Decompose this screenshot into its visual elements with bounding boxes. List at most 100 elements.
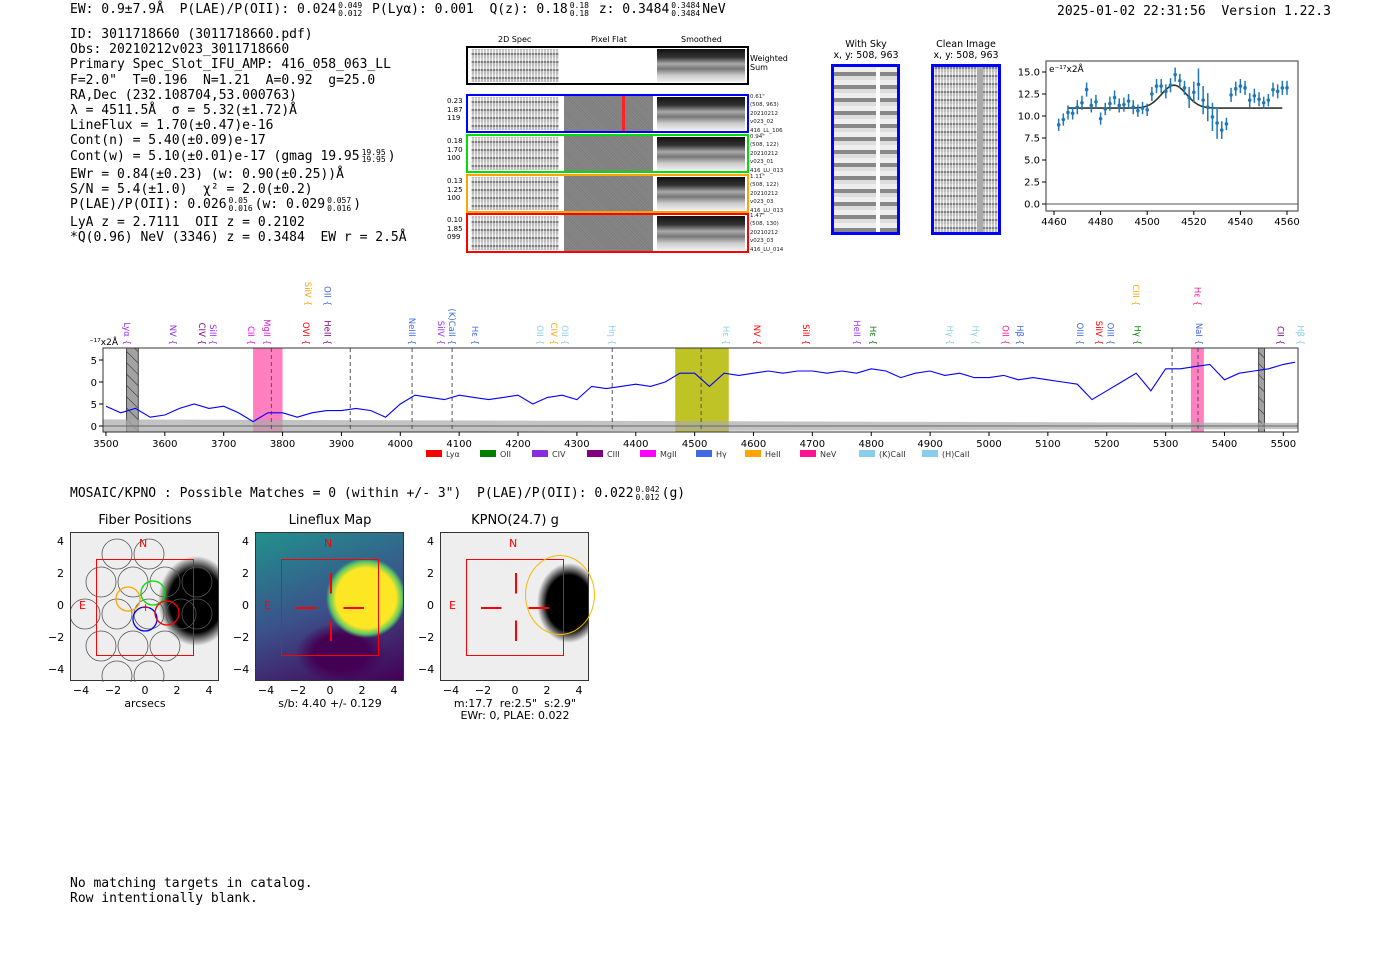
data-point bbox=[1126, 99, 1131, 103]
x-tick-label: 4520 bbox=[1181, 217, 1206, 228]
legend-label: HeII bbox=[765, 450, 781, 459]
emission-line-label: Hβ { bbox=[1294, 325, 1304, 345]
fiber-circle bbox=[149, 630, 181, 662]
y-tick-label: 2 bbox=[427, 567, 434, 580]
cutout-row-stats: 0.18 1.70 100 bbox=[447, 137, 463, 162]
legend-label: NeV bbox=[820, 450, 837, 459]
cutout-pixel-flat bbox=[564, 176, 653, 211]
x-tick-label: 4500 bbox=[1134, 217, 1159, 228]
data-point bbox=[1080, 101, 1084, 105]
plot-frame bbox=[102, 347, 1299, 433]
emission-line-label: NaI { bbox=[1193, 323, 1203, 345]
contw-lo: 19.95 bbox=[361, 155, 386, 165]
x-tick-label: 2 bbox=[358, 684, 366, 697]
legend-label: Hγ bbox=[716, 450, 727, 459]
emission-line-label: Hγ { bbox=[970, 325, 980, 345]
x-tick-label: 5300 bbox=[1153, 439, 1178, 450]
emission-line-label: CIV { bbox=[196, 323, 206, 345]
info-plae: P(LAE)/P(OII): 0.026 0.05 0.016 (w: 0.029 0.… bbox=[70, 197, 407, 215]
info-params: F=2.0" T=0.196 N=1.21 A=0.92 g=25.0 bbox=[70, 72, 376, 88]
y-tick-label: 15 bbox=[90, 356, 97, 367]
timestamp-version: 2025-01-02 22:31:56 Version 1.22.3 bbox=[1057, 4, 1331, 19]
emission-line-label: HeII { bbox=[851, 320, 861, 345]
data-point bbox=[1159, 84, 1163, 88]
cutout-row-info: 0.61" (508, 963) 20210212 v023_02 416_LL… bbox=[750, 94, 783, 134]
footer-notes: No matching targets in catalog. Row inte… bbox=[70, 876, 313, 906]
hatch-overlay bbox=[1258, 348, 1265, 432]
crosshair-v bbox=[515, 573, 517, 641]
data-point bbox=[1094, 100, 1098, 104]
cutout-row-stats: 0.13 1.25 100 bbox=[447, 177, 463, 202]
y-tick-label: 4 bbox=[427, 535, 434, 548]
data-point bbox=[1122, 102, 1126, 107]
plae2-hi: 0.05 bbox=[228, 196, 248, 206]
data-point bbox=[1271, 87, 1275, 92]
emission-line-label: NeIII { bbox=[406, 318, 416, 345]
plya-text: P(Lyα): 0.001 bbox=[372, 2, 474, 17]
fiber-circle bbox=[117, 566, 149, 598]
fiber-circle bbox=[101, 660, 133, 682]
info-ewr: EWr = 0.84(±0.23) (w: 0.90(±0.25))Å bbox=[70, 166, 344, 182]
emission-line-label: SiII { bbox=[207, 324, 217, 345]
data-point bbox=[1247, 98, 1252, 102]
weighted-smoothed bbox=[657, 49, 745, 82]
data-point bbox=[1285, 86, 1289, 90]
east-label: E bbox=[264, 599, 271, 612]
plot-frame bbox=[1045, 60, 1299, 212]
x-tick-label: 4000 bbox=[388, 439, 413, 450]
legend-label: (K)CaII bbox=[879, 450, 906, 459]
cutout-row-stats: 0.10 1.85 099 bbox=[447, 216, 463, 241]
fiber-circle bbox=[85, 566, 117, 598]
x-tick-label: 4 bbox=[390, 684, 398, 697]
crosshair-v bbox=[330, 573, 332, 641]
cutout-row bbox=[466, 94, 749, 133]
emission-line-label: Hβ { bbox=[1014, 325, 1024, 345]
y-tick-label: 4 bbox=[242, 535, 249, 548]
y-tick-label: 2.5 bbox=[1024, 178, 1040, 189]
legend-swatch bbox=[426, 450, 442, 457]
contw-hi: 19.95 bbox=[361, 147, 386, 157]
data-point bbox=[1140, 106, 1145, 110]
summary-line: EW: 0.9±7.9Å P(LAE)/P(OII): 0.024 0.049 0.… bbox=[70, 2, 726, 17]
x-tick-label: 4200 bbox=[505, 439, 530, 450]
data-point bbox=[1112, 95, 1117, 100]
data-point bbox=[1210, 115, 1215, 119]
x-tick-label: 5200 bbox=[1094, 439, 1119, 450]
x-tick-label: 3600 bbox=[152, 439, 177, 450]
emission-line-label: SiIV { bbox=[435, 321, 445, 345]
x-tick-label: 3800 bbox=[270, 439, 295, 450]
emission-line-label: OII { bbox=[321, 286, 331, 306]
y-tick-label: 0 bbox=[242, 599, 249, 612]
shaded-region bbox=[253, 348, 283, 432]
fiber-circle bbox=[101, 538, 133, 570]
clean-image-title: Clean Image x, y: 508, 963 bbox=[933, 39, 999, 61]
data-point bbox=[1205, 105, 1210, 109]
clean-image bbox=[931, 64, 1001, 235]
panel-title: Lineflux Map bbox=[288, 513, 372, 528]
data-point bbox=[1075, 105, 1080, 109]
fiber-green bbox=[140, 580, 166, 606]
legend-label: CIII bbox=[607, 450, 620, 459]
x-tick-label: 4 bbox=[205, 684, 213, 697]
plae2-lo: 0.016 bbox=[228, 203, 253, 213]
legend-label: CIV bbox=[552, 450, 566, 459]
fiber-circle bbox=[71, 598, 101, 630]
emission-line-label: OII { bbox=[1000, 325, 1010, 345]
x-tick-label: 3500 bbox=[93, 439, 118, 450]
bad-column-marker bbox=[622, 96, 625, 131]
y-tick-label: 0 bbox=[57, 599, 64, 612]
data-point bbox=[1066, 110, 1070, 115]
legend-label: OII bbox=[500, 450, 511, 459]
chip-gap bbox=[977, 67, 983, 232]
emission-line-label: SiIV { bbox=[302, 282, 312, 306]
data-point bbox=[1108, 101, 1112, 106]
data-point bbox=[1192, 90, 1196, 95]
x-tick-label: 2 bbox=[543, 684, 551, 697]
data-point bbox=[1154, 84, 1159, 88]
footer-line-2: Row intentionally blank. bbox=[70, 891, 258, 906]
fiber-positions-image: N E + bbox=[70, 532, 219, 682]
cutout-smoothed bbox=[657, 97, 745, 130]
cutout-pixel-flat bbox=[564, 96, 653, 131]
weighted-sum-label: Weighted Sum bbox=[750, 54, 788, 72]
plae-hi: 0.049 bbox=[338, 1, 363, 10]
